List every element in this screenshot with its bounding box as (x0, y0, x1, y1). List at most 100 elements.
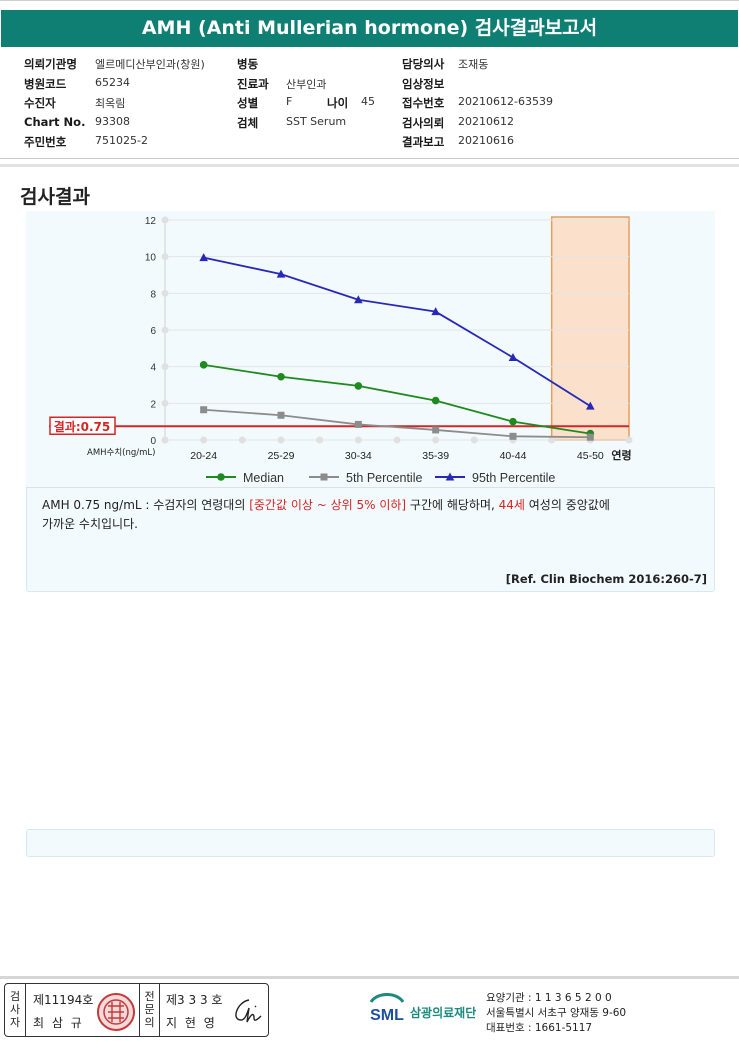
series-line-median (203, 363, 591, 435)
x-axis-label: 연령 (611, 448, 631, 462)
y-axis-label: AMH수치(ng/mL) (87, 448, 155, 458)
x-tick-dot (548, 436, 556, 444)
legend-label-median: Median (243, 471, 284, 485)
x-tick-dot (277, 436, 285, 444)
section-title: 검사결과 (20, 186, 90, 208)
y-tick-label: 4 (150, 363, 156, 374)
chart-no-label: Chart No. (24, 115, 86, 129)
examiner-label: 검사자 (5, 984, 26, 1036)
resident-no-label: 주민번호 (24, 135, 67, 149)
x-tick-label: 25-29 (268, 450, 295, 462)
top-rule (0, 0, 739, 1)
x-tick-label: 20-24 (190, 450, 217, 462)
data-point-5th-percentile (432, 426, 440, 434)
x-tick-label: 40-44 (500, 450, 527, 462)
amh-line-chart: 0 2 4 6 8 10 12 20-24 25-29 30-34 35-39 40-44 45-50 연… (49, 216, 633, 485)
desc-part1: AMH 0.75 ng/mL : 수검자의 연령대의 (42, 498, 250, 512)
receiver-name: 지 현 영 (166, 1016, 217, 1030)
receiver-no: 제3 3 3 호 (166, 993, 223, 1007)
data-point-5th-percentile (200, 406, 208, 414)
y-tick-label: 6 (150, 326, 156, 337)
desc-part3: 여성의 중앙값에 (524, 498, 610, 512)
sml-logo-text: SML (370, 1007, 404, 1024)
doctor-value: 조재동 (458, 58, 489, 71)
y-tick-dot (161, 253, 169, 261)
patient-info: 의뢰기관명 엘르메디산부인과(창원) 병동 담당의사 조재동 병원코드 6523… (0, 56, 739, 156)
data-point-5th-percentile (586, 433, 594, 441)
reference-citation: [Ref. Clin Biochem 2016:260-7] (505, 572, 707, 586)
sml-logo-icon: SML (369, 993, 405, 1024)
desc-line2: 가까운 수치입니다. (42, 517, 138, 531)
data-point-95th-percentile (431, 307, 440, 316)
y-tick-label: 8 (150, 289, 156, 300)
org-info: 요양기관 : 1 1 3 6 5 2 0 0 서울특별시 서초구 양재동 9-6… (486, 991, 626, 1036)
receiver-label-text: 전문의 (144, 990, 155, 1029)
department-label: 진료과 (237, 77, 269, 91)
request-date-label: 검사의뢰 (402, 116, 445, 130)
doctor-label: 담당의사 (402, 57, 445, 71)
hospital-code-value: 65234 (95, 76, 130, 89)
result-description: AMH 0.75 ng/mL : 수검자의 연령대의 [중간값 이상 ~ 상위 … (42, 496, 712, 534)
y-tick-label: 12 (145, 216, 157, 227)
sex-value: F (286, 95, 293, 108)
x-tick-dot (625, 436, 633, 444)
y-tick-dot (161, 399, 169, 407)
data-point-median (277, 372, 285, 381)
examiner-seal-icon (97, 993, 135, 1031)
x-tick-dot (316, 436, 324, 444)
x-tick-label: 35-39 (422, 450, 449, 462)
result-label: 결과:0.75 (54, 419, 111, 434)
data-point-95th-percentile (508, 353, 518, 361)
data-point-5th-percentile (509, 432, 517, 440)
age-label: 나이 (327, 96, 349, 110)
sex-label: 성별 (237, 96, 259, 110)
desc-range: [중간값 이상 ~ 상위 5% 이하] (249, 498, 407, 512)
signature-icon (235, 999, 262, 1023)
desc-age: 44세 (498, 498, 525, 512)
empty-comment-box (26, 829, 715, 857)
patient-value: 최옥림 (95, 97, 126, 110)
y-tick-dot (161, 216, 169, 224)
specimen-value: SST Serum (286, 115, 347, 128)
receipt-no-label: 접수번호 (402, 96, 445, 110)
request-date-value: 20210612 (458, 115, 514, 128)
examiner-name: 최 삼 규 (33, 1016, 84, 1030)
x-tick-dot (200, 436, 208, 444)
data-point-median (199, 361, 208, 369)
clinical-info-label: 임상정보 (402, 77, 445, 91)
y-tick-dot (161, 289, 169, 297)
org-code: 요양기관 : 1 1 3 6 5 2 0 0 (486, 992, 612, 1004)
data-point-median (354, 382, 363, 390)
legend-label-95th-percentile: 95th Percentile (472, 471, 555, 485)
institution-label: 의뢰기관명 (24, 57, 77, 71)
examiner-no: 제11194호 (33, 993, 94, 1007)
y-tick-dot (161, 326, 169, 334)
hospital-code-label: 병원코드 (24, 77, 67, 91)
x-tick-dot (470, 436, 478, 444)
report-date-value: 20210616 (458, 134, 514, 147)
report-title: AMH (Anti Mullerian hormone) 검사결과보고서 (1, 10, 738, 47)
data-point-median (509, 417, 517, 426)
data-point-95th-percentile (354, 295, 363, 304)
desc-part2: 구간에 해당하며, (406, 498, 499, 512)
data-point-5th-percentile (354, 420, 362, 428)
age-value: 45 (361, 95, 375, 108)
institution-value: 엘르메디산부인과(창원) (95, 58, 205, 71)
y-tick-label: 2 (150, 399, 156, 410)
result-label-box (49, 416, 116, 435)
x-tick-dot (161, 436, 169, 444)
chart-no-value: 93308 (95, 115, 130, 128)
data-point-5th-percentile (277, 411, 285, 419)
data-point-95th-percentile (586, 401, 595, 410)
legend-marker-95th-percentile (445, 472, 455, 481)
specimen-label: 검체 (237, 116, 259, 130)
org-name: 삼광의료재단 (410, 1006, 477, 1020)
x-tick-dot (432, 436, 440, 444)
signature-box: 검사자 제11194호 최 삼 규 전문의 제3 3 3 호 지 현 영 (4, 983, 269, 1037)
x-tick-dot (238, 436, 246, 444)
info-divider-thick (0, 164, 739, 167)
legend-label-5th-percentile: 5th Percentile (346, 471, 422, 485)
legend-marker-5th-percentile (320, 473, 328, 481)
x-tick-dot (393, 436, 401, 444)
data-point-median (431, 396, 440, 405)
